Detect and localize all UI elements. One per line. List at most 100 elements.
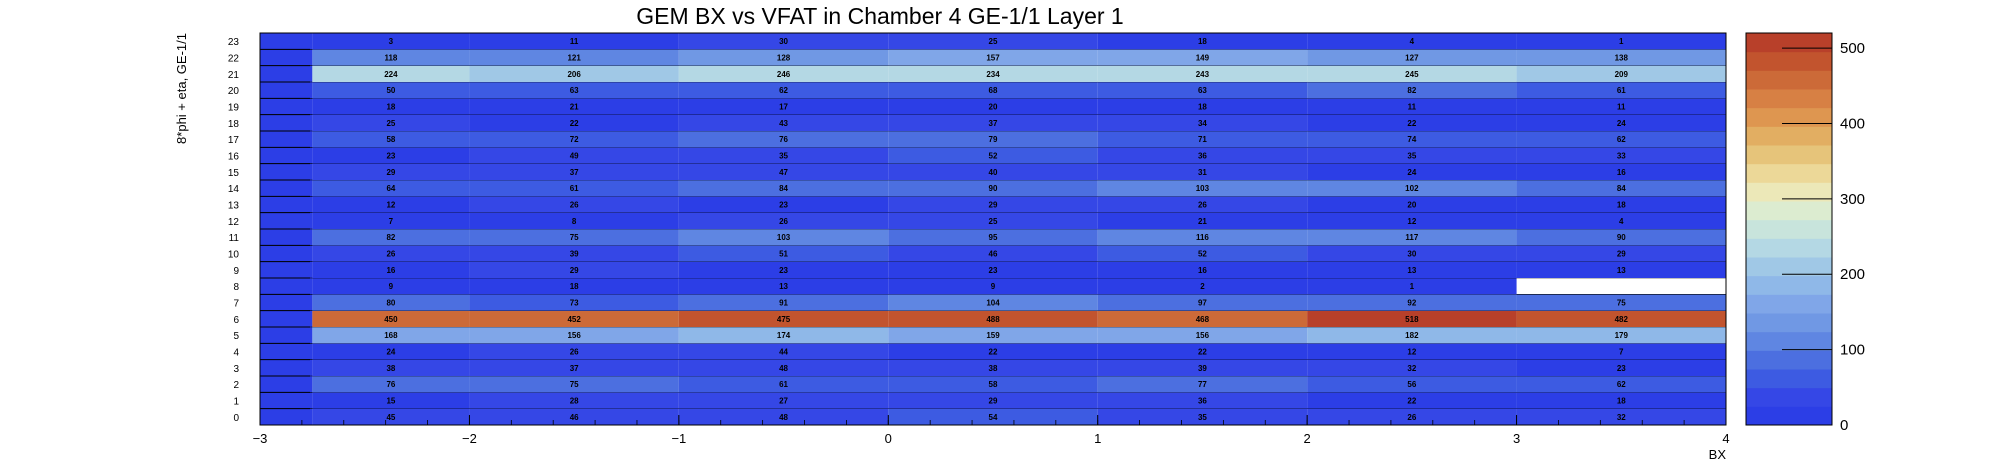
heatmap-cell: [678, 98, 889, 115]
colorbar-segment: [1746, 70, 1832, 90]
heatmap-cell: [1307, 33, 1517, 50]
cell-value-label: 63: [570, 86, 579, 95]
heatmap-cell: [469, 359, 679, 376]
cell-value-label: 62: [1617, 135, 1626, 144]
cell-value-label: 28: [570, 397, 579, 406]
cell-value-label: 48: [779, 413, 788, 422]
cell-value-label: 24: [1617, 119, 1626, 128]
heatmap-cell: [1516, 180, 1726, 197]
heatmap-cell: [888, 392, 1098, 409]
cell-value-label: 21: [570, 103, 579, 112]
cell-value-label: 13: [1617, 266, 1626, 275]
cell-value-label: 50: [386, 86, 395, 95]
heatmap-cell: [469, 163, 679, 180]
heatmap-cell: [888, 163, 1098, 180]
heatmap-cell: [312, 408, 470, 425]
cell-value-label: 51: [779, 250, 788, 259]
cell-value-label: 76: [779, 135, 788, 144]
colorbar-tick-label: 0: [1840, 417, 1848, 434]
cell-value-label: 43: [779, 119, 788, 128]
cell-value-label: 39: [1198, 364, 1207, 373]
cell-value-label: 46: [989, 250, 998, 259]
heatmap-cell: [1516, 261, 1726, 278]
cell-value-label: 75: [570, 233, 579, 242]
heatmap-cell: [888, 147, 1098, 164]
heatmap-cell: [1097, 343, 1308, 360]
cell-value-label: 157: [986, 54, 1000, 63]
heatmap-underflow-strip: [260, 147, 313, 164]
heatmap-cell: [312, 310, 470, 327]
cell-value-label: 23: [989, 266, 998, 275]
heatmap-cell: [678, 114, 889, 131]
cell-value-label: 13: [779, 282, 788, 291]
cell-value-label: 7: [389, 217, 394, 226]
cell-value-label: 29: [570, 266, 579, 275]
heatmap-cell: [1097, 245, 1308, 262]
cell-value-label: 118: [384, 54, 397, 63]
heatmap-cell: [1516, 310, 1726, 327]
heatmap-cell: [1307, 131, 1517, 148]
cell-value-label: 21: [1198, 217, 1207, 226]
cell-value-label: 90: [1617, 233, 1626, 242]
colorbar-tick-label: 500: [1840, 40, 1865, 57]
cell-value-label: 11: [570, 37, 579, 46]
heatmap-cell: [1516, 131, 1726, 148]
heatmap-cell: [1516, 114, 1726, 131]
cell-value-label: 47: [779, 168, 788, 177]
heatmap-underflow-strip: [260, 408, 313, 425]
cell-value-label: 97: [1198, 299, 1207, 308]
cell-value-label: 117: [1405, 233, 1418, 242]
y-tick-label: 14: [228, 184, 240, 195]
heatmap-underflow-strip: [260, 131, 313, 148]
colorbar-segment: [1746, 182, 1832, 202]
heatmap-underflow-strip: [260, 114, 313, 131]
cell-value-label: 62: [1617, 380, 1626, 389]
cell-value-label: 92: [1407, 299, 1416, 308]
heatmap-underflow-strip: [260, 294, 313, 311]
heatmap-cell: [312, 196, 470, 213]
cell-value-label: 82: [1407, 86, 1416, 95]
heatmap-cell: [1097, 180, 1308, 197]
heatmap-cell: [1307, 278, 1517, 295]
heatmap-cell: [678, 82, 889, 99]
cell-value-label: 11: [1408, 103, 1417, 112]
cell-value-label: 182: [1405, 331, 1419, 340]
y-tick-label: 7: [233, 299, 239, 310]
heatmap-cell: [1097, 294, 1308, 311]
cell-value-label: 234: [986, 70, 1000, 79]
heatmap-cell: [1516, 65, 1726, 82]
cell-value-label: 35: [1407, 152, 1416, 161]
cell-value-label: 91: [779, 299, 788, 308]
y-tick-label: 10: [228, 250, 240, 261]
heatmap-cell: [1097, 408, 1308, 425]
cell-value-label: 38: [386, 364, 395, 373]
colorbar-segment: [1746, 369, 1832, 389]
heatmap-cell: [469, 114, 679, 131]
cell-value-label: 73: [570, 299, 579, 308]
heatmap-cell: [1307, 212, 1517, 229]
heatmap-cell: [469, 310, 679, 327]
cell-value-label: 103: [777, 233, 791, 242]
heatmap-cell: [888, 49, 1098, 66]
cell-value-label: 36: [1198, 152, 1207, 161]
heatmap-cell: [1516, 376, 1726, 393]
cell-value-label: 29: [989, 201, 998, 210]
cell-value-label: 102: [1405, 184, 1419, 193]
heatmap-underflow-strip: [260, 278, 313, 295]
heatmap-cell: [888, 261, 1098, 278]
heatmap-underflow-strip: [260, 343, 313, 360]
cell-value-label: 64: [386, 184, 395, 193]
cell-value-label: 16: [1617, 168, 1626, 177]
heatmap-underflow-strip: [260, 245, 313, 262]
heatmap-cell: [888, 229, 1098, 246]
cell-value-label: 12: [386, 201, 395, 210]
cell-value-label: 179: [1615, 331, 1629, 340]
heatmap-cell: [1097, 392, 1308, 409]
heatmap-cell: [1097, 327, 1308, 344]
cell-value-label: 22: [570, 119, 579, 128]
heatmap-cell: [469, 278, 679, 295]
y-axis-label: 8*phi + eta, GE-1/1: [174, 33, 189, 144]
cell-value-label: 159: [986, 331, 1000, 340]
